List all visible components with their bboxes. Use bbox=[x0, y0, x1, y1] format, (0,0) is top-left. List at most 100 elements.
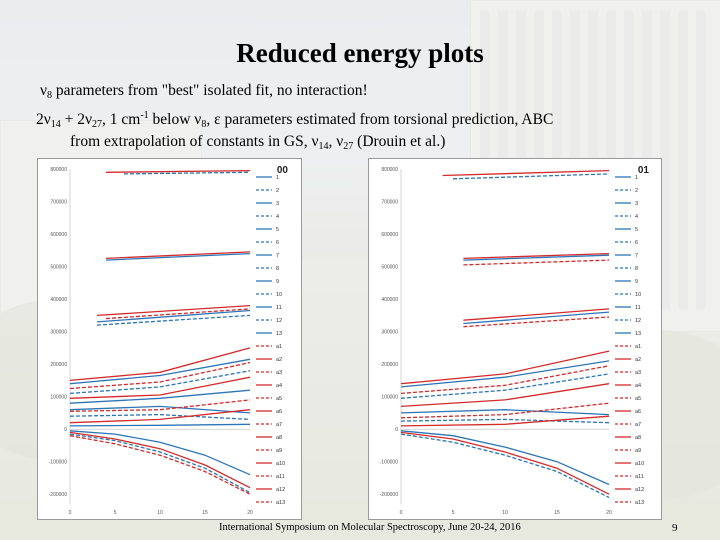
chart-00: 0080000070000060000050000040000030000020… bbox=[49, 165, 289, 516]
legend-label: 11 bbox=[635, 305, 641, 311]
series-line bbox=[69, 358, 251, 385]
legend-label: 12 bbox=[276, 318, 282, 324]
chart-panel-01: 01 800000 700000 600000 500000 400000 300000 20… bbox=[368, 158, 662, 520]
legend-label: a2 bbox=[276, 357, 282, 363]
bullet-line-2: 2ν14 + 2ν27, 1 cm-1 below ν8, ε paramete… bbox=[36, 110, 554, 130]
legend-label: a1 bbox=[635, 344, 641, 350]
series-line bbox=[69, 399, 251, 412]
x-tick-label: 5 bbox=[114, 510, 117, 516]
legend-label: a12 bbox=[276, 487, 285, 493]
legend-label: 6 bbox=[635, 240, 638, 246]
legend-label: 8 bbox=[276, 266, 279, 272]
chart-title: 00 bbox=[277, 165, 289, 176]
legend-label: a3 bbox=[635, 370, 641, 376]
x-tick-label: 15 bbox=[202, 510, 208, 516]
legend-label: a2 bbox=[635, 357, 641, 363]
series-line bbox=[105, 169, 251, 173]
series-line bbox=[400, 433, 610, 499]
series-line bbox=[69, 361, 251, 390]
bullet-line-3: from extrapolation of constants in GS, ν… bbox=[70, 133, 446, 152]
legend-label: 5 bbox=[276, 227, 279, 233]
series-line bbox=[69, 413, 251, 421]
legend-label: 7 bbox=[635, 253, 638, 259]
legend-label: a9 bbox=[276, 448, 282, 454]
legend-label: 5 bbox=[635, 227, 638, 233]
legend-label: 4 bbox=[276, 214, 279, 220]
series-line bbox=[69, 370, 251, 395]
y-tick-label: 700000 bbox=[381, 200, 398, 206]
legend-label: a3 bbox=[276, 370, 282, 376]
series-line bbox=[69, 430, 251, 476]
series-line bbox=[463, 308, 610, 321]
legend-label: 6 bbox=[276, 240, 279, 246]
legend-label: a7 bbox=[276, 422, 282, 428]
series-line bbox=[463, 311, 610, 325]
series-line bbox=[69, 389, 251, 404]
legend-label: 13 bbox=[635, 331, 641, 337]
legend-label: a7 bbox=[635, 422, 641, 428]
legend-label: 10 bbox=[276, 292, 282, 298]
series-line bbox=[105, 251, 251, 260]
series-line bbox=[400, 415, 610, 427]
y-tick-label: -100000 bbox=[49, 460, 68, 466]
y-tick-label: -200000 bbox=[380, 492, 399, 498]
series-line bbox=[400, 409, 610, 416]
series-line bbox=[400, 418, 610, 424]
x-tick-label: 10 bbox=[157, 510, 163, 516]
legend-label: 9 bbox=[276, 279, 279, 285]
y-tick-label: 300000 bbox=[381, 330, 398, 336]
series-line bbox=[96, 309, 251, 323]
legend-label: a13 bbox=[276, 500, 285, 506]
series-line bbox=[69, 405, 251, 414]
series-line bbox=[463, 252, 610, 260]
series-line bbox=[400, 350, 610, 385]
series-line bbox=[400, 430, 610, 486]
y-tick-label: 200000 bbox=[50, 362, 67, 368]
legend-label: a1 bbox=[276, 344, 282, 350]
y-tick-label: 700000 bbox=[50, 200, 67, 206]
bullet-line-1: ν8 parameters from "best" isolated fit, … bbox=[40, 82, 368, 101]
legend-label: 10 bbox=[635, 292, 641, 298]
series-line bbox=[69, 435, 251, 495]
legend-label: a11 bbox=[635, 474, 644, 480]
y-tick-label: 800000 bbox=[50, 167, 67, 173]
series-line bbox=[463, 259, 610, 266]
footer-text: International Symposium on Molecular Spe… bbox=[219, 522, 521, 533]
x-tick-label: 20 bbox=[606, 510, 612, 516]
y-tick-label: 600000 bbox=[50, 232, 67, 238]
series-line bbox=[69, 433, 251, 494]
legend-label: a10 bbox=[635, 461, 644, 467]
series-line bbox=[463, 316, 610, 328]
legend-label: a4 bbox=[276, 383, 282, 389]
series-line bbox=[69, 347, 251, 382]
legend-label: a8 bbox=[635, 435, 641, 441]
x-tick-label: 0 bbox=[69, 510, 72, 516]
series-line bbox=[105, 308, 251, 320]
x-tick-label: 15 bbox=[554, 510, 560, 516]
series-line bbox=[96, 304, 251, 317]
legend-label: a6 bbox=[276, 409, 282, 415]
legend-label: 7 bbox=[276, 253, 279, 259]
series-line bbox=[69, 423, 251, 427]
legend-label: a9 bbox=[635, 448, 641, 454]
page-number: 9 bbox=[672, 522, 678, 534]
legend-label: a11 bbox=[276, 474, 285, 480]
y-tick-label: -100000 bbox=[380, 460, 399, 466]
series-line bbox=[400, 360, 610, 388]
slide-title: Reduced energy plots bbox=[236, 38, 484, 68]
x-tick-label: 20 bbox=[247, 510, 253, 516]
x-tick-label: 10 bbox=[502, 510, 508, 516]
series-line bbox=[69, 409, 251, 424]
legend-label: a13 bbox=[635, 500, 644, 506]
series-line bbox=[96, 314, 251, 326]
y-tick-label: -200000 bbox=[49, 492, 68, 498]
legend-label: 11 bbox=[276, 305, 282, 311]
chart-panel-00: 00 800000 700000 600000 500000 400000 300000 20… bbox=[37, 158, 302, 520]
y-tick-label: 800000 bbox=[381, 167, 398, 173]
legend-label: a8 bbox=[276, 435, 282, 441]
legend-label: a5 bbox=[635, 396, 641, 402]
series-line bbox=[442, 169, 610, 177]
series-line bbox=[69, 376, 251, 399]
y-tick-label: 100000 bbox=[50, 395, 67, 401]
legend-label: 1 bbox=[635, 175, 638, 181]
